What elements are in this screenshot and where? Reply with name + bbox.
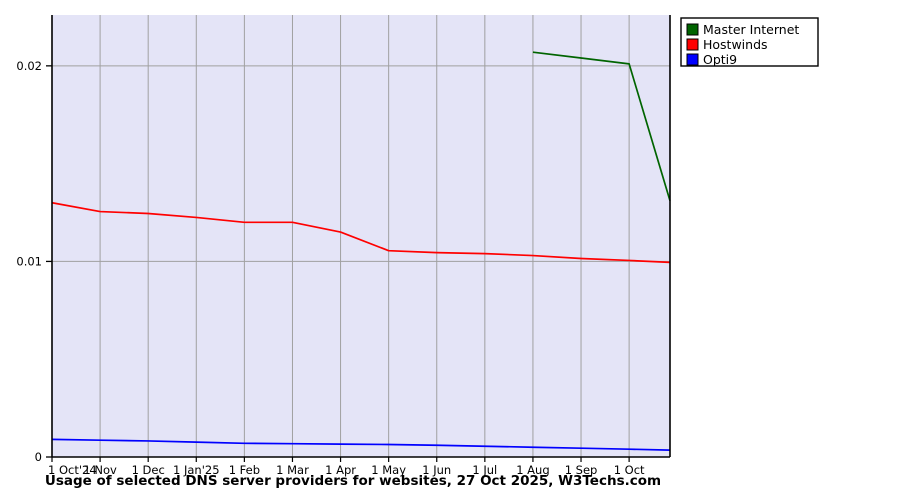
x-tick-label: 1 Jan'25: [173, 463, 220, 477]
x-tick-label: 1 Feb: [229, 463, 260, 477]
series-line-opti9: [51, 438, 671, 451]
y-tick-label: 0: [35, 450, 42, 464]
x-tick-label: 1 Aug: [516, 463, 549, 477]
legend-swatch-master-internet: [686, 23, 699, 36]
legend-swatch-hostwinds: [686, 38, 699, 51]
x-axis-ticks: 1 Oct'241 Nov 1 Dec 1 Jan'25 1 Feb 1 Mar 1 Ap…: [48, 457, 645, 477]
y-tick-label: 0.02: [16, 59, 42, 73]
x-tick-label: 1 Jul: [472, 463, 497, 477]
y-axis-ticks: 0 0.01 0.02: [16, 59, 52, 464]
x-tick-label: 1 Oct: [614, 463, 645, 477]
y-tick-label: 0.01: [16, 254, 42, 268]
plot-area-background: [52, 15, 670, 457]
legend-label-hostwinds: Hostwinds: [703, 37, 768, 52]
x-tick-label: 1 Jun: [422, 463, 451, 477]
legend-box: [680, 17, 819, 67]
gridlines: [52, 15, 670, 457]
series-line-hostwinds: [51, 201, 671, 264]
x-tick-label: 1 Nov: [83, 463, 117, 477]
legend-label-master-internet: Master Internet: [703, 22, 799, 37]
legend-swatch-opti9: [686, 53, 699, 66]
series-line-master-internet: [532, 51, 671, 202]
x-tick-label: 1 Sep: [565, 463, 598, 477]
x-tick-label: 1 Apr: [325, 463, 356, 477]
chart-caption: Usage of selected DNS server providers f…: [45, 473, 661, 489]
data-series-group: [51, 51, 671, 451]
x-tick-label: 1 Oct'24: [48, 463, 97, 477]
legend-label-opti9: Opti9: [703, 52, 737, 67]
x-tick-label: 1 May: [371, 463, 406, 477]
x-tick-label: 1 Dec: [132, 463, 165, 477]
x-tick-label: 1 Mar: [276, 463, 309, 477]
